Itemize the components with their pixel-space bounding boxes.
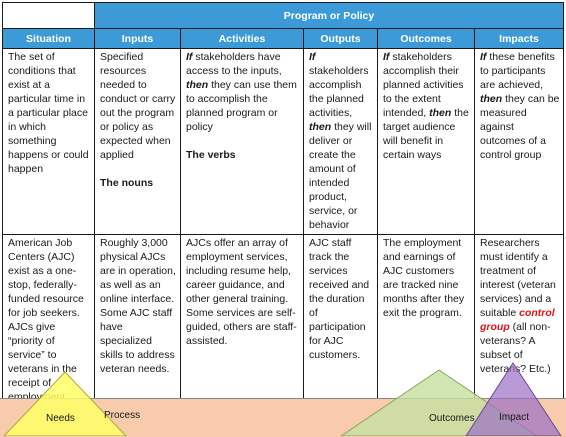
example-activities: AJCs offer an array of employment servic… [180, 234, 304, 421]
definition-activities: If stakeholders have access to the input… [180, 48, 304, 235]
header-impacts: Impacts [473, 28, 565, 49]
impact-label: Impact [499, 412, 530, 423]
outcomes-label: Outcomes [429, 413, 475, 424]
example-impacts: Researchers must identify a treatment of… [473, 234, 565, 421]
program-or-policy-header: Program or Policy [93, 2, 565, 29]
header-situation: Situation [2, 28, 95, 49]
example-outcomes: The employment and earnings of AJC custo… [377, 234, 475, 421]
definition-outcomes: If stakeholders accomplish their planned… [377, 48, 475, 235]
corner-cell [2, 2, 95, 29]
example-outputs: AJC staff track the services received an… [303, 234, 378, 421]
process-label: Process [104, 410, 141, 421]
process-bar [0, 398, 566, 437]
inputs-note: The nouns [100, 177, 154, 189]
header-inputs: Inputs [94, 28, 181, 49]
definition-situation: The set of conditions that exist at a pa… [2, 48, 95, 235]
definition-impacts: If these benefits to participants are ac… [473, 48, 565, 235]
definition-outputs: If stakeholders accomplish the planned a… [303, 48, 378, 235]
definition-inputs: Specified resources needed to conduct or… [94, 48, 181, 235]
example-situation: American Job Centers (AJC) exist as a on… [2, 234, 95, 421]
control-group-text: control group [480, 307, 555, 333]
logic-model-table: Program or Policy Situation Inputs Activ… [2, 2, 565, 421]
example-inputs: Roughly 3,000 physical AJCs are in opera… [94, 234, 181, 421]
header-outputs: Outputs [303, 28, 378, 49]
header-outcomes: Outcomes [377, 28, 475, 49]
needs-label: Needs [46, 413, 75, 424]
activities-note: The verbs [186, 149, 236, 161]
header-activities: Activities [180, 28, 304, 49]
